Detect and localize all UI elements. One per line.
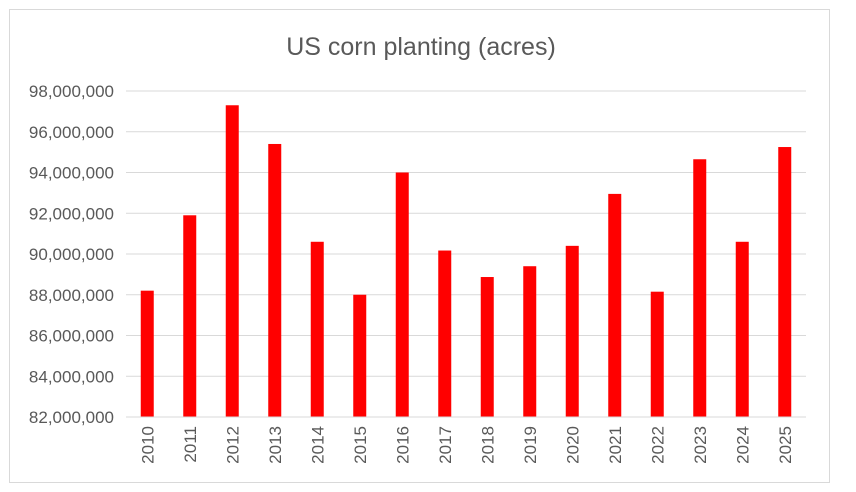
y-tick-label: 84,000,000 [29, 367, 114, 386]
x-tick-label: 2012 [223, 426, 242, 464]
bar-2015 [353, 294, 367, 417]
y-tick-label: 90,000,000 [29, 245, 114, 264]
y-tick-label: 88,000,000 [29, 286, 114, 305]
bars [140, 105, 792, 417]
bar-2010 [140, 290, 154, 417]
bar-2019 [523, 266, 537, 417]
y-tick-label: 96,000,000 [29, 123, 114, 142]
x-tick-label: 2013 [266, 426, 285, 464]
bar-2020 [565, 245, 579, 417]
bar-2023 [693, 159, 707, 417]
bar-2012 [225, 105, 239, 417]
x-tick-label: 2014 [308, 426, 327, 464]
y-tick-label: 92,000,000 [29, 204, 114, 223]
x-tick-label: 2021 [606, 426, 625, 464]
x-tick-label: 2016 [393, 426, 412, 464]
x-tick-label: 2023 [691, 426, 710, 464]
y-tick-label: 98,000,000 [29, 82, 114, 101]
bar-2021 [608, 193, 622, 417]
bar-2017 [438, 250, 452, 417]
gridlines [126, 90, 806, 377]
x-axis-tick-labels: 2010 2011 2012 2013 2014 2015 2016 2017 2018 2019… [138, 426, 795, 464]
bar-2018 [480, 277, 494, 417]
x-tick-label: 2025 [776, 426, 795, 464]
x-tick-label: 2022 [648, 426, 667, 464]
x-tick-label: 2019 [521, 426, 540, 464]
x-tick-label: 2015 [351, 426, 370, 464]
x-tick-label: 2018 [478, 426, 497, 464]
y-tick-label: 86,000,000 [29, 327, 114, 346]
x-tick-label: 2024 [733, 426, 752, 464]
x-tick-label: 2011 [181, 426, 200, 463]
chart-title: US corn planting (acres) [286, 33, 556, 61]
x-tick-label: 2010 [138, 426, 157, 464]
y-tick-label: 82,000,000 [29, 408, 114, 427]
bar-2016 [395, 172, 409, 417]
bar-2024 [735, 241, 749, 417]
bar-2022 [650, 291, 664, 417]
bar-2025 [778, 147, 792, 417]
x-tick-label: 2017 [436, 426, 455, 464]
bar-2011 [183, 215, 197, 417]
y-tick-label: 94,000,000 [29, 164, 114, 183]
bar-2014 [310, 241, 324, 417]
x-tick-label: 2020 [563, 426, 582, 464]
y-axis-tick-labels: 82,000,000 84,000,000 86,000,000 88,000,000… [29, 82, 114, 427]
bar-2013 [268, 143, 282, 417]
